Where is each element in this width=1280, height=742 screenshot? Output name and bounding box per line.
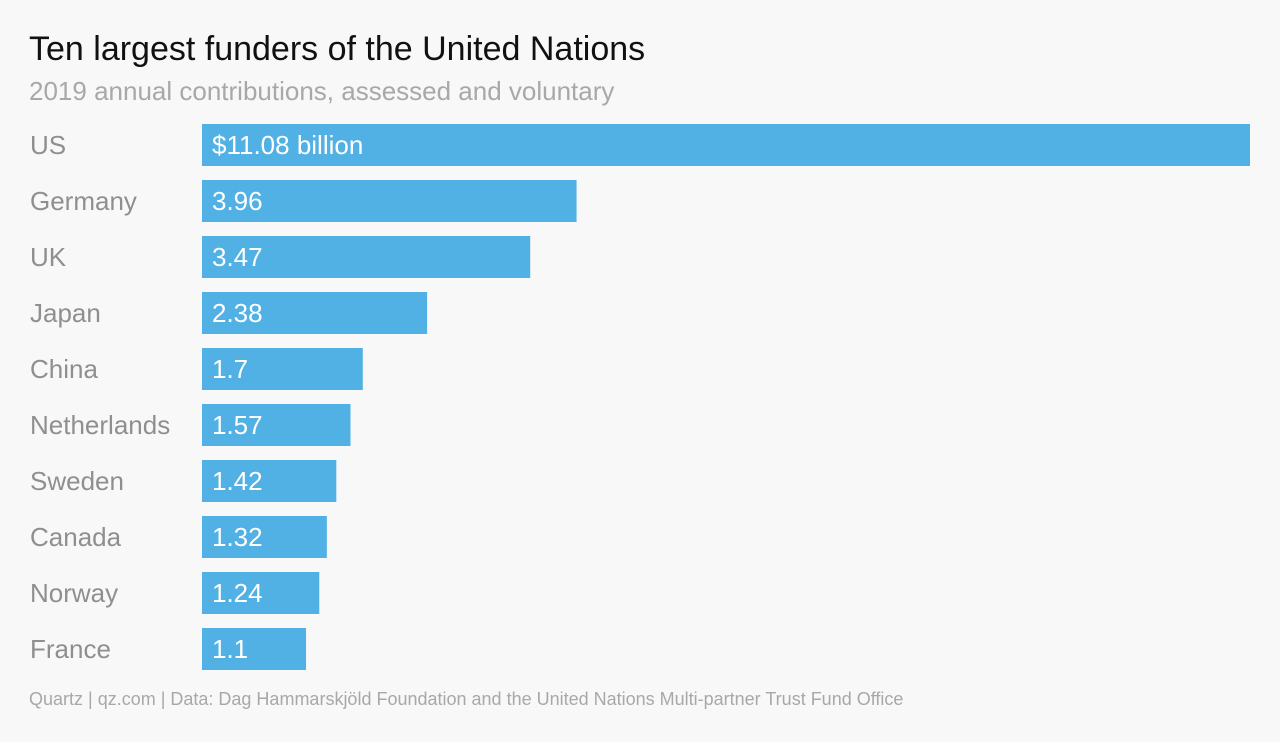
bar (202, 460, 337, 502)
bar-value-label: 1.24 (212, 578, 263, 608)
bar-value-label: 2.38 (212, 298, 263, 328)
category-label: Japan (30, 298, 101, 328)
category-label: China (30, 354, 98, 384)
category-label: US (30, 130, 66, 160)
bar (202, 348, 363, 390)
bar-value-label: 1.32 (212, 522, 263, 552)
bar (202, 180, 577, 222)
bar (202, 628, 307, 670)
category-label: UK (30, 242, 67, 272)
category-label: France (30, 634, 111, 664)
category-label: Netherlands (30, 410, 170, 440)
bar-value-label: 1.57 (212, 410, 263, 440)
bar-value-label: 3.47 (212, 242, 263, 272)
bar (202, 404, 351, 446)
bar-value-label: 1.1 (212, 634, 248, 664)
category-label: Germany (30, 186, 137, 216)
chart-subtitle: 2019 annual contributions, assessed and … (29, 76, 615, 106)
category-label: Canada (30, 522, 122, 552)
bar-value-label: $11.08 billion (212, 130, 363, 160)
category-label: Sweden (30, 466, 124, 496)
bar (202, 572, 320, 614)
bar (202, 236, 531, 278)
bar (202, 124, 1250, 166)
category-label: Norway (30, 578, 118, 608)
bar (202, 292, 428, 334)
bar-value-label: 3.96 (212, 186, 263, 216)
chart-title: Ten largest funders of the United Nation… (29, 30, 646, 68)
source-credit: Quartz | qz.com | Data: Dag Hammarskjöld… (29, 689, 904, 709)
bar-value-label: 1.42 (212, 466, 263, 496)
bar (202, 516, 327, 558)
bar-value-label: 1.7 (212, 354, 248, 384)
